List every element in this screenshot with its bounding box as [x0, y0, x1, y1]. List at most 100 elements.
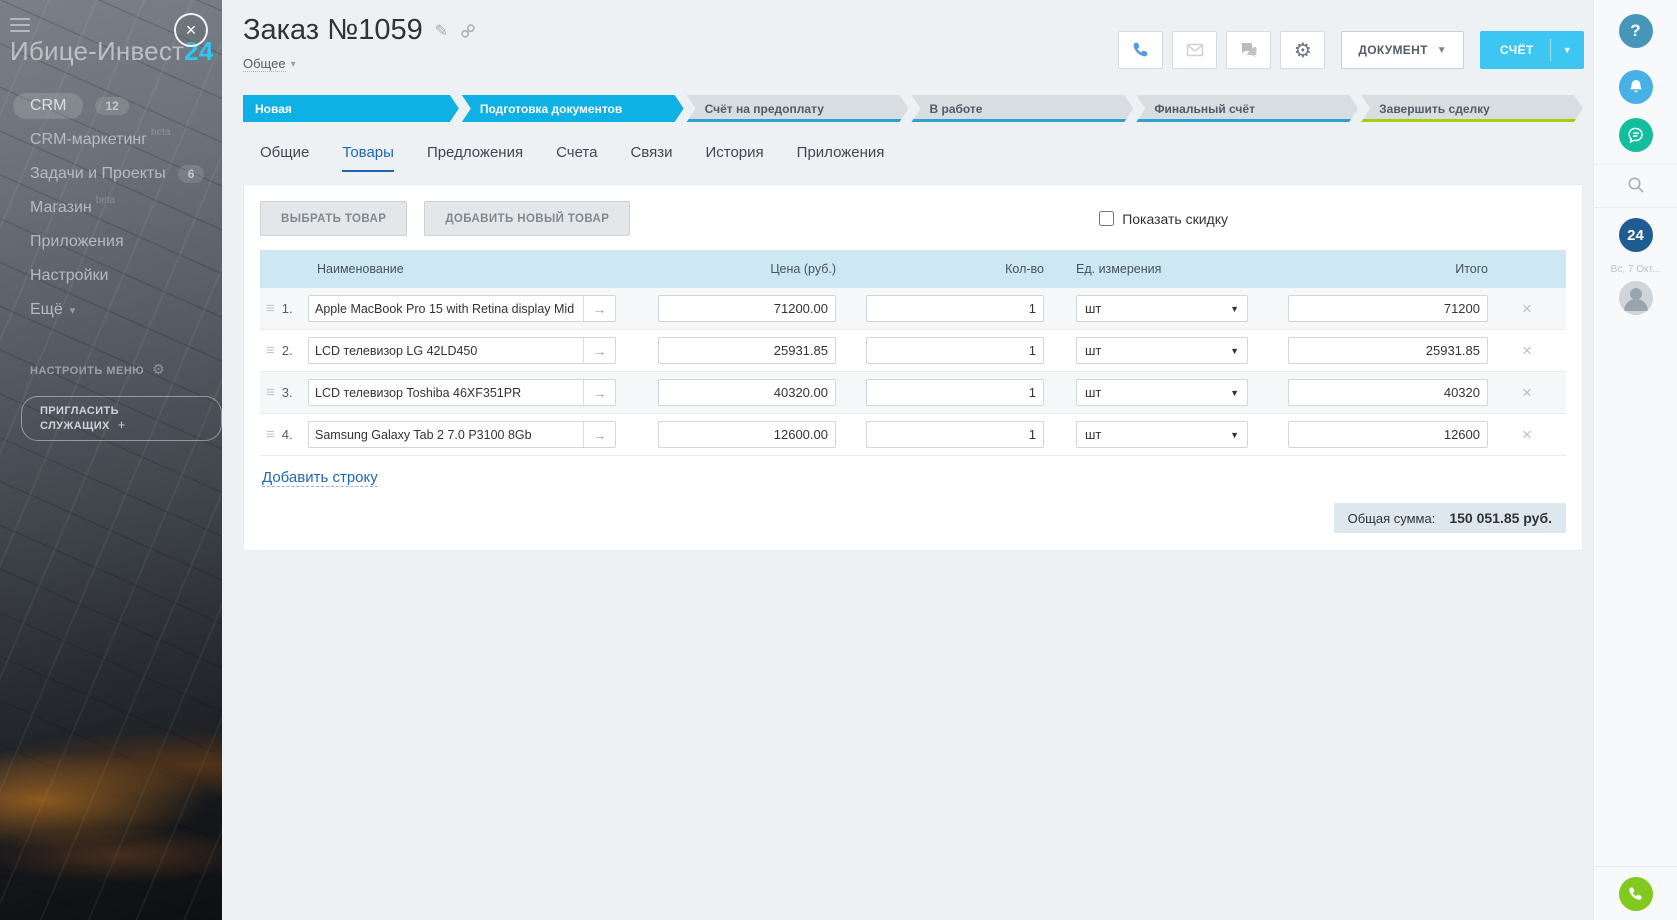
chat-button[interactable]	[1226, 31, 1272, 69]
beta-label: beta	[151, 127, 171, 138]
price-input[interactable]	[658, 421, 836, 448]
close-menu-button[interactable]: ×	[174, 13, 208, 47]
product-name-input[interactable]	[309, 422, 583, 447]
product-name-input[interactable]	[309, 296, 583, 321]
remove-row-icon[interactable]: ×	[1522, 383, 1532, 402]
drag-handle-icon[interactable]: ≡	[266, 426, 275, 443]
column-header-unit: Ед. измерения	[1076, 262, 1162, 276]
remove-row-icon[interactable]: ×	[1522, 341, 1532, 360]
total-input[interactable]	[1288, 295, 1488, 322]
unit-select[interactable]: шт ▼	[1076, 295, 1248, 322]
telephony-button[interactable]	[1618, 877, 1653, 911]
sidebar-item-shop[interactable]: Магазин beta	[30, 191, 222, 225]
chevron-down-icon: ▾	[69, 304, 76, 317]
chevron-down-icon: ▼	[1230, 345, 1239, 356]
settings-button[interactable]: ⚙	[1280, 31, 1326, 69]
brand-logo: Ибице-Инвест24	[10, 36, 214, 66]
call-button[interactable]	[1118, 31, 1164, 69]
search-icon[interactable]	[1619, 168, 1653, 202]
drag-handle-icon[interactable]: ≡	[266, 300, 275, 317]
bitrix24-badge[interactable]: 24	[1618, 218, 1653, 252]
chevron-down-icon: ▼	[1230, 303, 1239, 314]
copy-link-icon[interactable]	[460, 23, 476, 39]
open-product-icon[interactable]: →	[583, 380, 615, 405]
quantity-input[interactable]	[866, 295, 1044, 322]
quantity-input[interactable]	[866, 421, 1044, 448]
sidebar-item-crm[interactable]: CRM 12	[13, 89, 222, 123]
chevron-down-icon[interactable]: ▼	[1562, 45, 1572, 55]
sidebar-item-more[interactable]: Ещё ▾	[30, 301, 76, 318]
table-header-row: Наименование Цена (руб.) Кол-во Ед. изме…	[260, 250, 1566, 288]
hamburger-menu-icon[interactable]	[10, 14, 30, 36]
order-tabs: Общие Товары Предложения Счета Связи Ист…	[243, 144, 1592, 172]
beta-label: beta	[95, 195, 116, 206]
unit-select[interactable]: шт ▼	[1076, 379, 1248, 406]
add-new-product-button[interactable]: ДОБАВИТЬ НОВЫЙ ТОВАР	[424, 201, 631, 236]
calendar-date-text[interactable]: Вс, 7 Окт...	[1610, 264, 1661, 275]
tab-applications[interactable]: Приложения	[796, 144, 885, 161]
stage-prepayment-invoice[interactable]: Счёт на предоплату	[687, 95, 909, 122]
chevron-down-icon: ▼	[1436, 44, 1447, 56]
column-header-qty: Кол-во	[1005, 262, 1044, 276]
remove-row-icon[interactable]: ×	[1522, 299, 1532, 318]
edit-title-icon[interactable]: ✎	[434, 22, 449, 40]
tab-history[interactable]: История	[705, 144, 764, 161]
show-discount-checkbox[interactable]	[1099, 211, 1115, 226]
tab-invoices[interactable]: Счета	[556, 144, 598, 161]
table-row: ≡ 2. → шт▼ ×	[260, 330, 1566, 372]
column-header-name: Наименование	[317, 262, 404, 276]
total-label: Общая сумма:	[1347, 511, 1436, 526]
sidebar-item-tasks-projects[interactable]: Задачи и Проекты 6	[30, 157, 222, 191]
document-dropdown-button[interactable]: ДОКУМЕНТ ▼	[1341, 31, 1464, 69]
unit-select[interactable]: шт ▼	[1076, 421, 1248, 448]
tab-links[interactable]: Связи	[630, 144, 673, 161]
open-product-icon[interactable]: →	[583, 296, 615, 321]
sidebar-item-crm-marketing[interactable]: CRM-маркетинг beta	[30, 123, 222, 157]
notifications-button[interactable]	[1618, 70, 1653, 104]
product-name-input[interactable]	[309, 338, 583, 363]
sidebar-item-applications[interactable]: Приложения	[30, 233, 124, 250]
remove-row-icon[interactable]: ×	[1522, 425, 1532, 444]
help-button[interactable]: ?	[1618, 14, 1653, 48]
total-input[interactable]	[1288, 337, 1488, 364]
user-avatar[interactable]	[1618, 281, 1653, 315]
total-input[interactable]	[1288, 421, 1488, 448]
stage-documents[interactable]: Подготовка документов	[462, 95, 684, 122]
configure-menu-button[interactable]: НАСТРОИТЬ МЕНЮ ⚙	[30, 361, 166, 377]
tab-offers[interactable]: Предложения	[426, 144, 524, 161]
stage-final-invoice[interactable]: Финальный счёт	[1136, 95, 1358, 122]
open-product-icon[interactable]: →	[583, 338, 615, 363]
select-product-button[interactable]: ВЫБРАТЬ ТОВАР	[260, 201, 408, 236]
row-number: 2.	[281, 343, 293, 358]
price-input[interactable]	[658, 379, 836, 406]
tab-products[interactable]: Товары	[342, 144, 394, 172]
show-discount-label[interactable]: Показать скидку	[1122, 210, 1228, 227]
product-name-field: →	[308, 421, 616, 448]
open-product-icon[interactable]: →	[583, 422, 615, 447]
chevron-down-icon[interactable]: ▾	[290, 58, 296, 70]
drag-handle-icon[interactable]: ≡	[266, 342, 275, 359]
price-input[interactable]	[658, 337, 836, 364]
total-input[interactable]	[1288, 379, 1488, 406]
table-row: ≡ 1. → шт▼ ×	[260, 288, 1566, 330]
invite-employees-button[interactable]: ПРИГЛАСИТЬ СЛУЖАЩИХ +	[21, 396, 222, 441]
tab-general[interactable]: Общие	[260, 144, 310, 161]
product-name-input[interactable]	[309, 380, 583, 405]
stage-new[interactable]: Новая	[243, 95, 459, 122]
plus-icon: +	[117, 417, 126, 432]
invoice-button[interactable]: СЧЁТ ▼	[1479, 31, 1584, 69]
chevron-down-icon: ▼	[1230, 429, 1239, 440]
email-button[interactable]	[1172, 31, 1218, 69]
stage-in-progress[interactable]: В работе	[911, 95, 1133, 122]
drag-handle-icon[interactable]: ≡	[266, 384, 275, 401]
quantity-input[interactable]	[866, 379, 1044, 406]
quantity-input[interactable]	[866, 337, 1044, 364]
category-selector[interactable]: Общее	[243, 56, 286, 72]
messenger-button[interactable]	[1618, 118, 1653, 152]
deal-stage-bar: Новая Подготовка документов Счёт на пред…	[243, 95, 1583, 122]
add-row-link[interactable]: Добавить строку	[262, 469, 378, 487]
stage-close-deal[interactable]: Завершить сделку	[1361, 95, 1583, 122]
sidebar-item-settings[interactable]: Настройки	[30, 267, 109, 284]
price-input[interactable]	[658, 295, 836, 322]
unit-select[interactable]: шт ▼	[1076, 337, 1248, 364]
